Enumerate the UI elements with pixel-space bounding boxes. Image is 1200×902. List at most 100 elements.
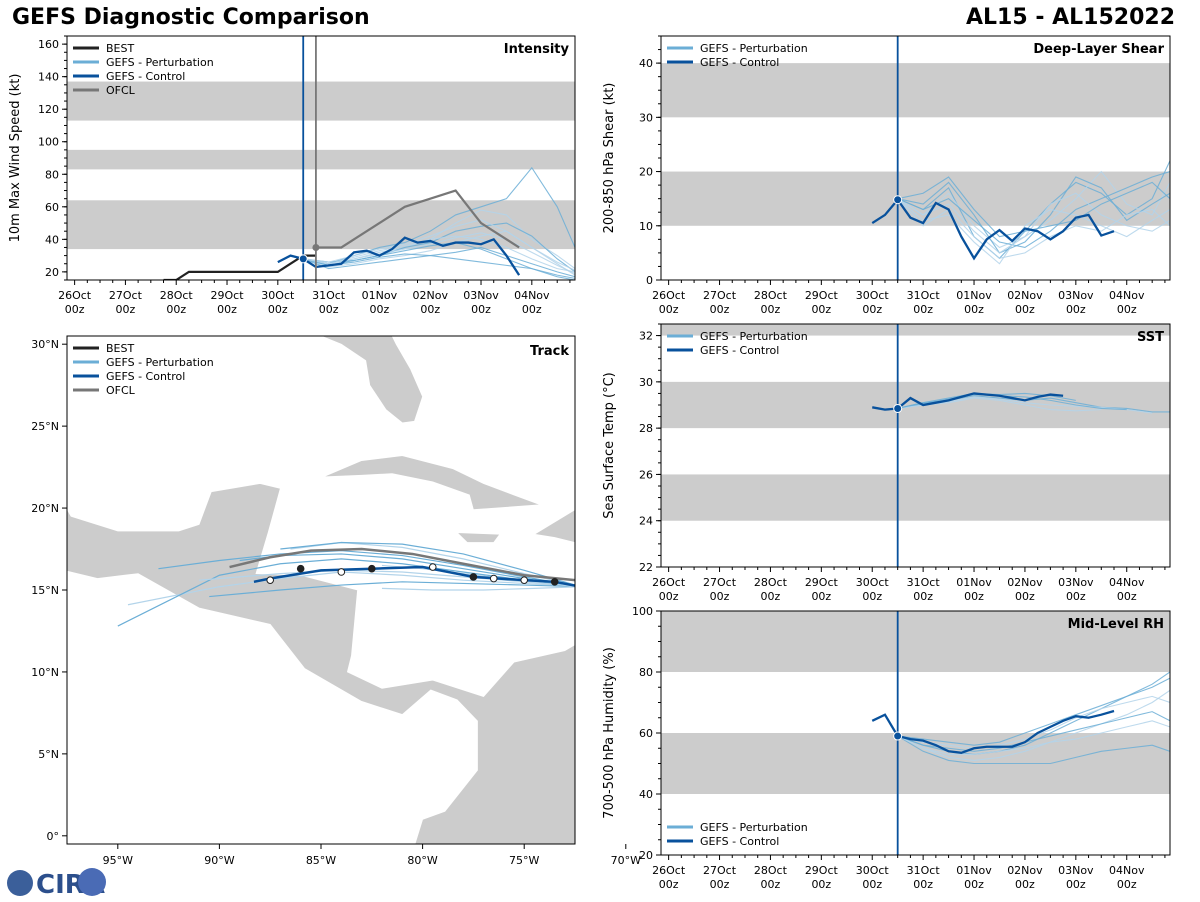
x-tick-label-date: 01Nov bbox=[956, 289, 992, 302]
lat-tick-label: 5°N bbox=[38, 748, 59, 761]
init-marker bbox=[298, 254, 308, 264]
ofcl-track bbox=[229, 547, 575, 582]
seal-icon bbox=[78, 868, 106, 896]
legend-label: GEFS - Control bbox=[106, 70, 185, 83]
y-tick-label: 120 bbox=[38, 103, 59, 116]
figure-title: GEFS Diagnostic Comparison bbox=[12, 5, 370, 30]
x-tick-label-date: 29Oct bbox=[805, 576, 839, 589]
control-track-marker bbox=[368, 564, 376, 573]
control-track-marker bbox=[520, 576, 529, 584]
control-track-marker bbox=[489, 574, 498, 583]
storm-id: AL15 - AL152022 bbox=[966, 5, 1175, 30]
threshold-band bbox=[661, 63, 1170, 118]
x-tick-label-hour: 00z bbox=[1015, 878, 1035, 891]
x-tick-label-date: 31Oct bbox=[312, 289, 346, 302]
x-tick-label-date: 28Oct bbox=[754, 576, 788, 589]
y-tick-label: 60 bbox=[45, 201, 59, 214]
x-tick-label-hour: 00z bbox=[65, 303, 85, 316]
perturbation-line bbox=[897, 192, 1170, 254]
x-tick-label-date: 03Nov bbox=[463, 289, 499, 302]
perturbation-line bbox=[897, 198, 1170, 265]
lon-tick-label: 90°W bbox=[204, 854, 234, 867]
perturbation-line bbox=[897, 720, 1170, 755]
legend-label: GEFS - Perturbation bbox=[106, 356, 214, 369]
x-tick-label-hour: 00z bbox=[471, 303, 491, 316]
best-track-marker bbox=[578, 583, 585, 590]
perturbation-line bbox=[897, 176, 1170, 238]
x-tick-label-hour: 00z bbox=[811, 590, 831, 603]
x-tick-label-hour: 00z bbox=[217, 303, 237, 316]
legend-label: GEFS - Perturbation bbox=[106, 56, 214, 69]
x-tick-label-hour: 00z bbox=[522, 303, 542, 316]
x-tick-label-hour: 00z bbox=[710, 303, 730, 316]
x-tick-label-hour: 00z bbox=[659, 303, 679, 316]
x-tick-label-date: 27Oct bbox=[109, 289, 143, 302]
x-tick-label-hour: 00z bbox=[370, 303, 390, 316]
x-tick-label-hour: 00z bbox=[964, 590, 984, 603]
y-tick-label: 22 bbox=[639, 561, 653, 574]
control-track-marker bbox=[266, 576, 275, 584]
x-tick-label-hour: 00z bbox=[1066, 878, 1086, 891]
legend-label: BEST bbox=[106, 342, 134, 355]
x-tick-label-date: 01Nov bbox=[956, 864, 992, 877]
control-line bbox=[872, 392, 1064, 411]
perturbation-track bbox=[158, 550, 575, 587]
best-track-marker bbox=[590, 587, 597, 594]
x-tick-label-date: 27Oct bbox=[703, 289, 737, 302]
x-tick-label-hour: 00z bbox=[761, 590, 781, 603]
x-tick-label-hour: 00z bbox=[761, 303, 781, 316]
perturbation-line bbox=[897, 677, 1170, 746]
legend-label: OFCL bbox=[106, 84, 136, 97]
x-tick-label-hour: 00z bbox=[1117, 590, 1137, 603]
panel-title: Deep-Layer Shear bbox=[1033, 42, 1164, 57]
perturbation-line bbox=[303, 246, 575, 278]
panel-title: Intensity bbox=[504, 42, 570, 57]
x-tick-label-hour: 00z bbox=[1117, 303, 1137, 316]
x-tick-label-date: 31Oct bbox=[907, 289, 941, 302]
x-tick-label-date: 28Oct bbox=[754, 289, 788, 302]
y-tick-label: 24 bbox=[639, 515, 653, 528]
x-tick-label-date: 30Oct bbox=[856, 289, 890, 302]
control-line bbox=[871, 197, 1115, 261]
panel-sst: 22242628303226Oct00z27Oct00z28Oct00z29Oc… bbox=[602, 323, 1171, 603]
lon-tick-label: 75°W bbox=[509, 854, 539, 867]
control-line bbox=[871, 709, 1115, 754]
x-tick-label-hour: 00z bbox=[420, 303, 440, 316]
florida-land bbox=[320, 336, 424, 424]
perturbation-track bbox=[381, 586, 575, 591]
y-tick-label: 20 bbox=[639, 166, 653, 179]
threshold-band bbox=[67, 81, 575, 121]
x-tick-label-hour: 00z bbox=[659, 878, 679, 891]
ofcl-line bbox=[315, 189, 520, 249]
plot-area bbox=[67, 36, 575, 280]
panel-shear: 01020304026Oct00z27Oct00z28Oct00z29Oct00… bbox=[602, 35, 1171, 316]
x-tick-label-hour: 00z bbox=[710, 878, 730, 891]
y-tick-label: 30 bbox=[639, 111, 653, 124]
panel-title: SST bbox=[1137, 330, 1164, 345]
y-tick-label: 40 bbox=[45, 233, 59, 246]
control-track bbox=[253, 565, 575, 587]
x-tick-label-date: 26Oct bbox=[652, 576, 686, 589]
best-track-line bbox=[163, 254, 316, 280]
perturbation-line bbox=[897, 711, 1170, 752]
x-tick-label-date: 31Oct bbox=[907, 864, 941, 877]
y-tick-label: 100 bbox=[632, 605, 653, 618]
best-track-marker bbox=[612, 593, 619, 600]
x-tick-label-date: 01Nov bbox=[956, 576, 992, 589]
x-tick-label-hour: 00z bbox=[862, 878, 882, 891]
x-tick-label-date: 30Oct bbox=[856, 576, 890, 589]
perturbation-line bbox=[303, 242, 575, 280]
y-tick-label: 40 bbox=[639, 788, 653, 801]
x-tick-label-date: 02Nov bbox=[1007, 576, 1043, 589]
x-tick-label-date: 30Oct bbox=[261, 289, 295, 302]
legend-label: GEFS - Control bbox=[106, 370, 185, 383]
perturbation-line bbox=[303, 235, 575, 273]
central-south-america-land bbox=[67, 483, 575, 844]
control-track-marker bbox=[469, 573, 478, 581]
globe-icon bbox=[7, 870, 33, 896]
x-tick-label-date: 30Oct bbox=[856, 864, 890, 877]
x-tick-label-date: 27Oct bbox=[703, 864, 737, 877]
lat-tick-label: 20°N bbox=[31, 502, 59, 515]
init-marker bbox=[893, 731, 903, 741]
